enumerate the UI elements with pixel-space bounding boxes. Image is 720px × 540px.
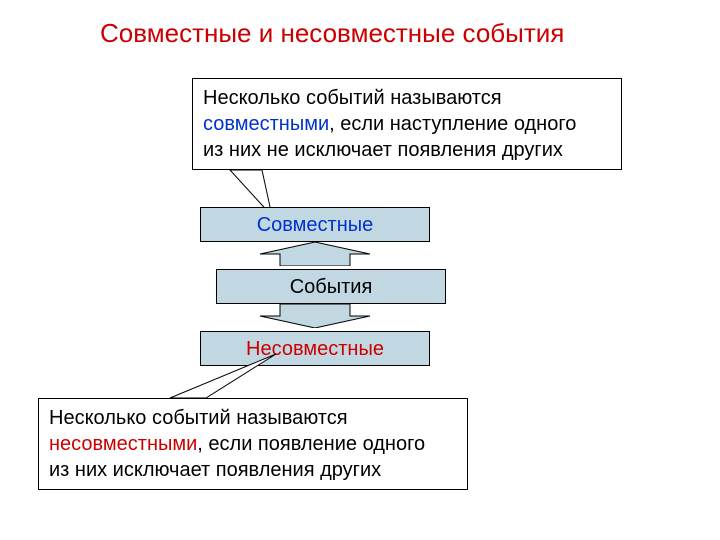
callout-top-accent: совместными	[203, 113, 329, 135]
diagram-canvas: Совместные и несовместные события Нескол…	[0, 0, 720, 540]
callout-bot-accent: несовместными	[49, 433, 197, 455]
callout-top-line3: из них не исключает появления других	[203, 139, 563, 161]
box-compatible-label: Совместные	[257, 214, 374, 236]
box-compatible: Совместные	[200, 207, 430, 242]
box-incompatible-label: Несовместные	[246, 338, 384, 360]
box-events-label: События	[290, 276, 373, 298]
arrow-up	[260, 242, 370, 266]
callout-bot-line3: из них исключает появления других	[49, 459, 381, 481]
callout-top: Несколько событий называются совместными…	[192, 78, 622, 170]
callout-bot: Несколько событий называются несовместны…	[38, 398, 468, 490]
arrow-down	[260, 304, 370, 328]
box-incompatible: Несовместные	[200, 331, 430, 366]
callout-bot-line1: Несколько событий называются	[49, 407, 348, 429]
callout-bot-line2b: , если появление одного	[197, 433, 425, 455]
callout-top-line2b: , если наступление одного	[329, 113, 576, 135]
callout-top-line1: Несколько событий называются	[203, 87, 502, 109]
box-events: События	[216, 269, 446, 304]
page-title: Совместные и несовместные события	[100, 18, 564, 49]
